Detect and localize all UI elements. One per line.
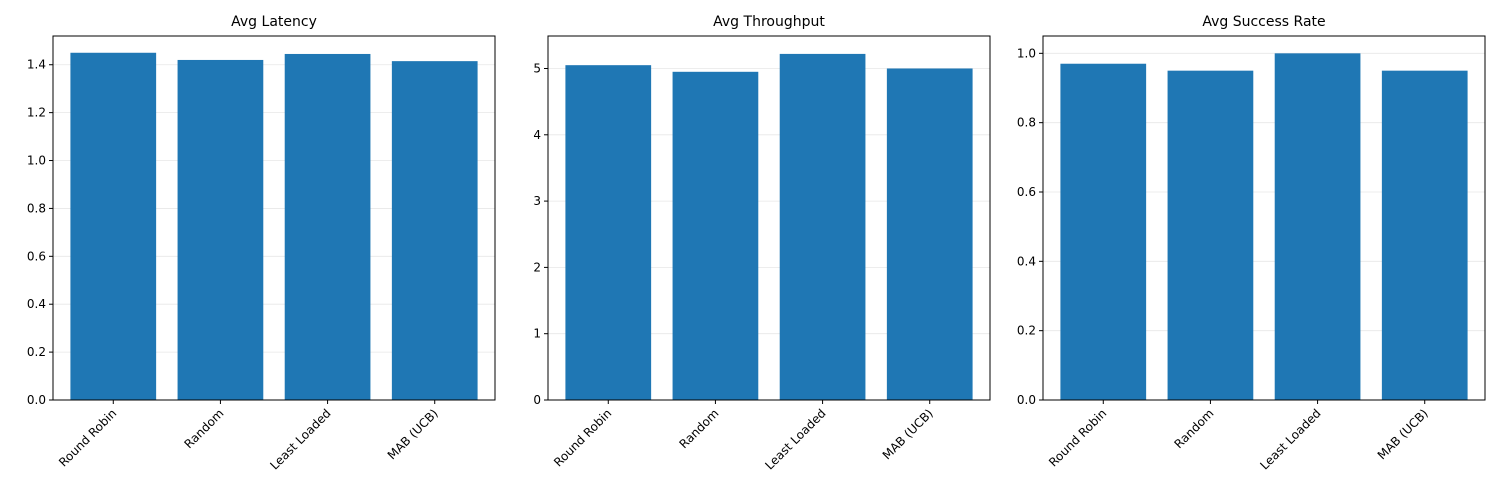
bar: [672, 71, 759, 400]
y-tick-label: 0.0: [27, 393, 46, 407]
bar: [70, 52, 157, 401]
axes-frame: [52, 35, 496, 401]
chart-avg-throughput: Avg Throughput Round Robin Random Least Lo…: [533, 14, 991, 473]
y-tick-label: 0: [533, 393, 541, 407]
y-tick-label: 0.4: [27, 297, 46, 311]
y-tick-label: 0.8: [27, 201, 46, 215]
bar: [391, 61, 478, 400]
x-tick-label: Least Loaded: [1257, 406, 1323, 472]
y-tick-label: 1: [533, 327, 541, 341]
chart-avg-success-rate: Avg Success Rate Round Robin Random Least …: [1017, 14, 1486, 473]
bar: [177, 59, 264, 401]
chart-avg-latency: Avg Latency Round Robin Random Least Loade…: [27, 14, 496, 473]
y-tick-label: 5: [533, 61, 541, 75]
bar: [779, 53, 866, 400]
x-tick-label: MAB (UCB): [385, 406, 441, 462]
y-tick-label: 1.0: [27, 154, 46, 168]
x-tick-label: Round Robin: [56, 406, 119, 469]
y-tick-label: 1.2: [27, 106, 46, 120]
chart-title: Avg Throughput: [713, 14, 825, 30]
bar: [1060, 63, 1147, 400]
bar: [565, 65, 652, 401]
y-tick-label: 0.2: [1017, 324, 1036, 338]
x-tick-label: MAB (UCB): [880, 406, 936, 462]
y-tick-label: 1.4: [27, 58, 46, 72]
x-tick-label: Random: [182, 406, 227, 451]
bar: [1381, 70, 1468, 401]
x-tick-label: Least Loaded: [762, 406, 828, 472]
x-tick-label: Round Robin: [1046, 406, 1109, 469]
bar: [1274, 53, 1361, 400]
x-tick-label: MAB (UCB): [1375, 406, 1431, 462]
y-tick-label: 0.8: [1017, 116, 1036, 130]
bar: [284, 53, 371, 401]
y-tick-label: 0.4: [1017, 254, 1036, 268]
chart-title: Avg Success Rate: [1202, 14, 1325, 30]
axes-frame: [547, 35, 991, 401]
y-tick-label: 2: [533, 260, 541, 274]
x-tick-label: Least Loaded: [267, 406, 333, 472]
y-tick-label: 3: [533, 194, 541, 208]
x-tick-label: Random: [677, 406, 722, 451]
y-tick-label: 1.0: [1017, 46, 1036, 60]
y-tick-label: 4: [533, 128, 541, 142]
bar: [886, 68, 973, 400]
axes-frame: [1042, 35, 1486, 401]
x-tick-label: Random: [1172, 406, 1217, 451]
x-tick-label: Round Robin: [551, 406, 614, 469]
bar: [1167, 70, 1254, 401]
chart-title: Avg Latency: [231, 14, 317, 30]
y-tick-label: 0.2: [27, 345, 46, 359]
y-tick-label: 0.0: [1017, 393, 1036, 407]
y-tick-label: 0.6: [27, 249, 46, 263]
y-tick-label: 0.6: [1017, 185, 1036, 199]
